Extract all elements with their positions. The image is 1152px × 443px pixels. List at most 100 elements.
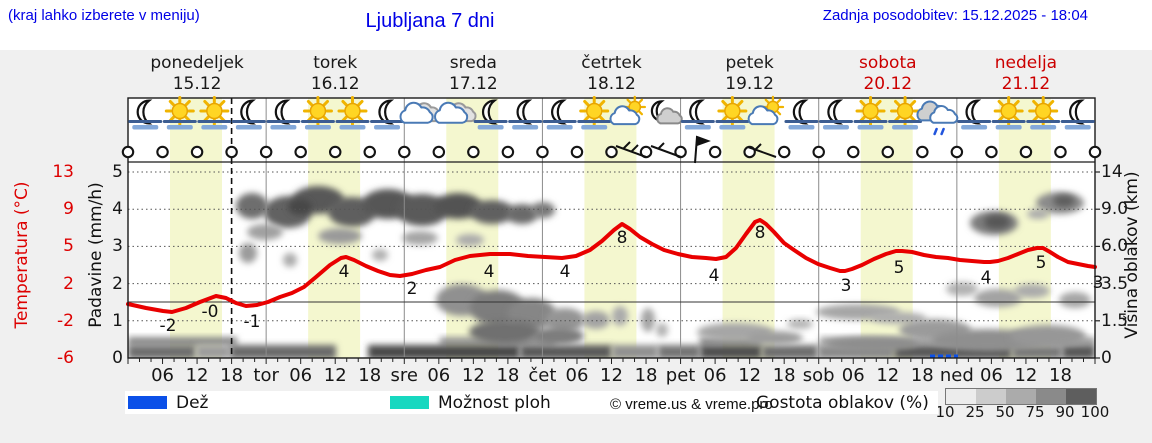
fog-bar-light [546, 125, 573, 130]
cloud-blob [247, 224, 283, 240]
sun-disc [1000, 102, 1017, 120]
sun-disc [344, 102, 361, 120]
day-date: 15.12 [172, 74, 222, 94]
temperature-tick: 9 [63, 199, 74, 220]
cloud-cover-symbol [190, 145, 204, 159]
precip-tick: 5 [112, 162, 123, 182]
temperature-curve [126, 218, 1097, 314]
fog-bar-dark [542, 120, 577, 123]
cloud-blob [787, 319, 813, 329]
fog-band [128, 345, 196, 358]
day-date: 17.12 [449, 74, 498, 94]
fog-bar-dark [1060, 120, 1095, 123]
sun-ray [626, 98, 632, 104]
x-axis-label: sob [802, 365, 835, 386]
mooncloud-weather-icon [650, 100, 683, 125]
cloud-cover-symbol [294, 145, 307, 159]
x-axis-label: 06 [565, 365, 589, 386]
sun-ray [203, 99, 210, 107]
temperature-value-label: -1 [244, 312, 261, 332]
cloud-blob [1059, 292, 1091, 308]
cloud-cover-symbol [225, 145, 238, 159]
moon-crescent [827, 99, 844, 125]
x-axis-label: 12 [461, 365, 485, 386]
fog-bar-dark [266, 120, 301, 123]
fog-bar-light [235, 125, 262, 130]
moon-crescent [551, 99, 567, 125]
day-date: 16.12 [310, 74, 360, 94]
cloud-cover-symbol [812, 145, 825, 159]
raincloud-weather-icon [916, 100, 959, 136]
x-axis-label: 06 [151, 365, 174, 386]
sun-disc [309, 102, 327, 120]
showers-legend-swatch [390, 396, 429, 409]
moon-weather-icon [818, 99, 853, 130]
x-axis-label: 18 [634, 365, 658, 386]
density-tick: 10 [935, 403, 955, 421]
sun-ray [184, 99, 191, 107]
sun-ray [306, 99, 314, 107]
sun-weather-icon [162, 96, 197, 130]
fog-bar-light [857, 125, 884, 130]
cloud-cover-symbol [916, 145, 929, 159]
cloud-blob [826, 337, 918, 351]
x-axis-label: 12 [876, 365, 900, 386]
temperature-value-label: 3 [841, 276, 852, 296]
cloud-cover-symbol [570, 145, 584, 159]
sun-weather-icon [577, 96, 612, 130]
sun-ray [638, 110, 644, 116]
day-date: 20.12 [863, 74, 913, 94]
cloud-blob [396, 194, 448, 226]
x-axis-label: 18 [220, 365, 244, 386]
density-bar-segment [976, 389, 1006, 404]
fog-bar-dark [680, 120, 715, 123]
sun-ray [909, 99, 917, 107]
cloud-height-tick: 1.5 [1101, 310, 1129, 331]
cloud-shading-layer [128, 186, 1095, 358]
x-axis-label: 06 [841, 365, 865, 386]
cloud-blob [372, 249, 388, 261]
cloud-blob [288, 199, 312, 215]
sun-weather-icon [1026, 96, 1061, 130]
moon-crescent [136, 99, 153, 125]
moon-crescent [482, 99, 498, 125]
sun-ray [859, 99, 866, 107]
density-bar-segment [946, 389, 976, 404]
fog-bar-dark [300, 120, 335, 123]
cloud-cover-symbol [985, 145, 998, 159]
sun-ray [583, 99, 590, 107]
cloud-cover-symbol [467, 145, 480, 159]
cloud-blob [456, 234, 484, 246]
legend-background-2 [752, 391, 938, 414]
fog-band [612, 345, 658, 358]
cloud-cover-symbol [1019, 145, 1033, 159]
sun-weather-icon [197, 96, 232, 130]
moon-crescent [516, 99, 533, 125]
x-axis-label: 12 [1014, 365, 1038, 386]
temperature-value-label: 8 [755, 223, 766, 243]
day-name: torek [313, 53, 358, 73]
fog-band [762, 345, 818, 358]
fog-band [1062, 345, 1095, 358]
sun-weather-icon [300, 96, 335, 130]
x-axis-label: 06 [703, 365, 727, 386]
cloud-cover-symbol [121, 145, 135, 159]
moon-crescent [274, 99, 291, 125]
wind-barb [696, 135, 711, 147]
fog-bar-light [512, 125, 539, 130]
moon-weather-icon [508, 99, 543, 130]
precip-tick: 0 [112, 348, 123, 368]
wind-barb [615, 141, 647, 158]
legend-background [125, 391, 825, 414]
fog-bar-dark [888, 120, 923, 123]
cloud-blob [402, 231, 438, 245]
sun-ray [776, 110, 782, 116]
x-axis-label: 18 [910, 365, 934, 386]
cloud-blob [236, 193, 268, 219]
x-axis-label: ned [939, 365, 974, 386]
sun-ray [737, 99, 744, 107]
sun-disc [171, 102, 189, 120]
fog-bar-light [719, 125, 746, 130]
